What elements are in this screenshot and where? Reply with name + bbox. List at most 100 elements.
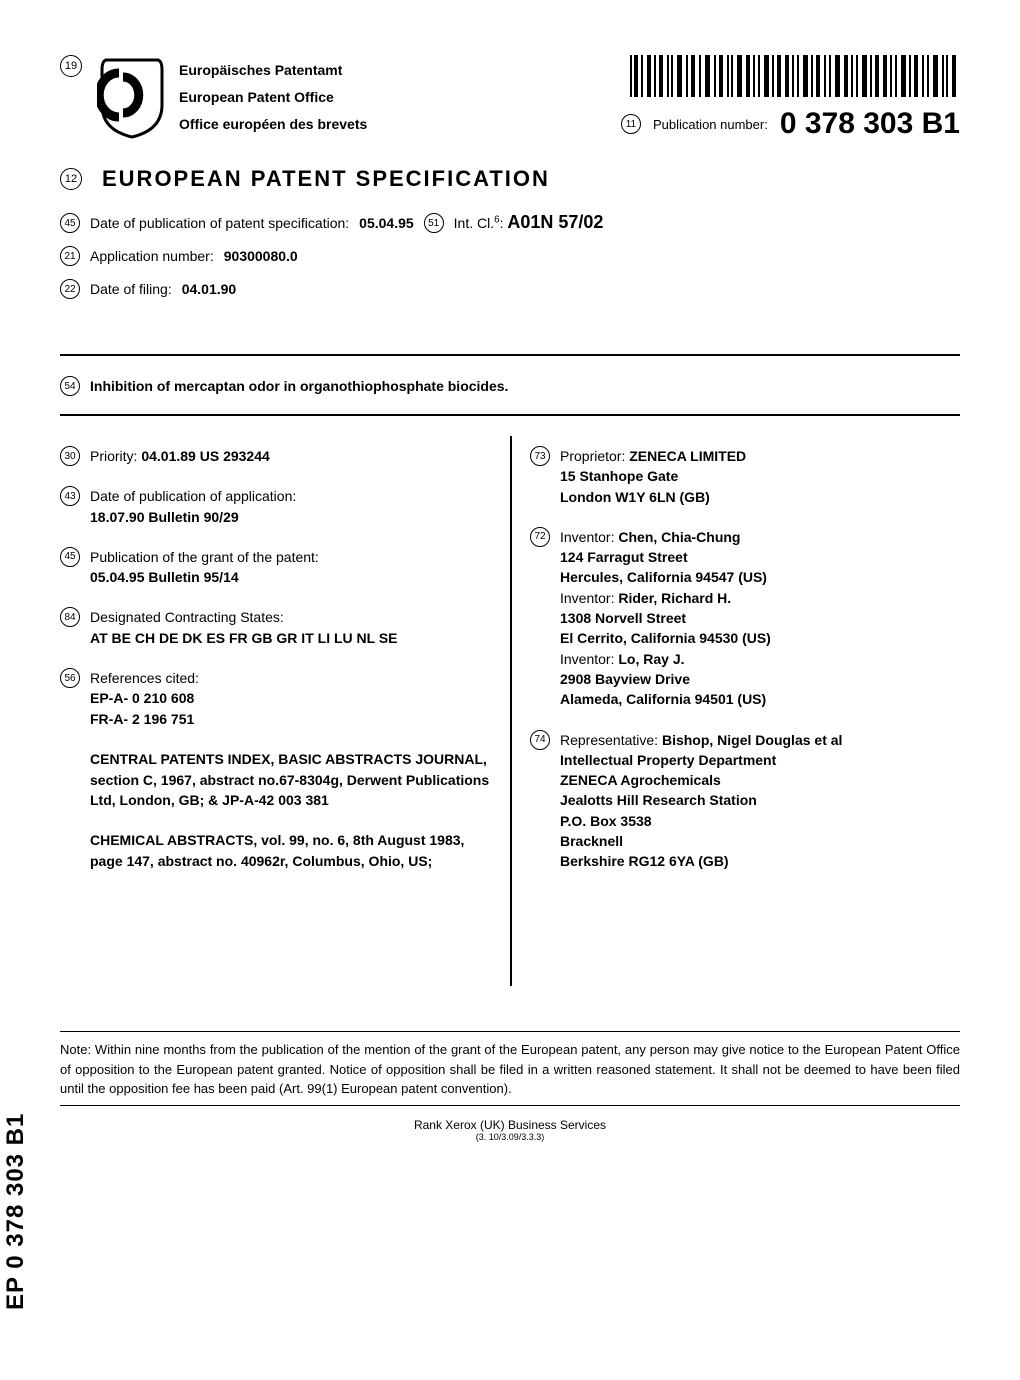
- representative-label: Representative:: [560, 732, 658, 748]
- grant-field: 45 Publication of the grant of the paten…: [60, 547, 490, 588]
- proprietor-line-1: London W1Y 6LN (GB): [560, 489, 710, 505]
- inventor-2-line-1: Alameda, California 94501 (US): [560, 691, 766, 707]
- office-name-de: Europäisches Patentamt: [179, 62, 367, 79]
- left-column: 30 Priority: 04.01.89 US 293244 43 Date …: [60, 436, 510, 1016]
- meta3-circle: 22: [60, 279, 80, 299]
- proprietor-name: ZENECA LIMITED: [629, 448, 746, 464]
- priority-field: 30 Priority: 04.01.89 US 293244: [60, 446, 490, 466]
- pubapp-label: Date of publication of application:: [90, 488, 296, 504]
- divider-3: [60, 1031, 960, 1032]
- meta3-label: Date of filing:: [90, 281, 172, 297]
- office-circle: 19: [60, 55, 82, 77]
- inventor-field: 72 Inventor: Chen, Chia-Chung 124 Farrag…: [530, 527, 960, 710]
- representative-line-2: Jealotts Hill Research Station: [560, 792, 757, 808]
- invention-title: Inhibition of mercaptan odor in organoth…: [90, 378, 508, 394]
- grant-value: 05.04.95 Bulletin 95/14: [90, 569, 239, 585]
- meta1-circle: 45: [60, 213, 80, 233]
- pubapp-circle: 43: [60, 486, 80, 506]
- epo-logo-icon: [97, 55, 167, 140]
- refs-line-1: FR-A- 2 196 751: [90, 711, 194, 727]
- right-column: 73 Proprietor: ZENECA LIMITED 15 Stanhop…: [510, 436, 960, 1016]
- inventor-2-name: Lo, Ray J.: [618, 651, 684, 667]
- pubapp-field: 43 Date of publication of application: 1…: [60, 486, 490, 527]
- inventor-label-2: Inventor:: [560, 651, 614, 667]
- title-circle: 12: [60, 168, 82, 190]
- logo-block: Europäisches Patentamt European Patent O…: [97, 55, 367, 140]
- meta-line-3: 22 Date of filing: 04.01.90: [60, 278, 960, 299]
- states-body: Designated Contracting States: AT BE CH …: [90, 607, 398, 648]
- refs-field: 56 References cited: EP-A- 0 210 608 FR-…: [60, 668, 490, 871]
- states-circle: 84: [60, 607, 80, 627]
- divider-2: [60, 414, 960, 416]
- meta1-label: Date of publication of patent specificat…: [90, 215, 349, 231]
- meta1-circle2: 51: [424, 213, 444, 233]
- header-right: 11 Publication number: 0 378 303 B1: [621, 55, 960, 141]
- meta-line-1: 45 Date of publication of patent specifi…: [60, 212, 960, 233]
- priority-body: Priority: 04.01.89 US 293244: [90, 446, 270, 466]
- inventor-0-line-0: 124 Farragut Street: [560, 549, 688, 565]
- priority-label: Priority:: [90, 448, 137, 464]
- intcl-label: Int. Cl.: [454, 215, 494, 231]
- meta2-circle: 21: [60, 246, 80, 266]
- representative-line-1: ZENECA Agrochemicals: [560, 772, 721, 788]
- pubapp-value: 18.07.90 Bulletin 90/29: [90, 509, 239, 525]
- two-column-body: 30 Priority: 04.01.89 US 293244 43 Date …: [60, 436, 960, 1016]
- inventor-1-line-1: El Cerrito, California 94530 (US): [560, 630, 771, 646]
- grant-label: Publication of the grant of the patent:: [90, 549, 319, 565]
- header: 19 Europäisches Patentamt European Paten…: [60, 55, 960, 141]
- refs-circle: 56: [60, 668, 80, 688]
- refs-label: References cited:: [90, 670, 199, 686]
- representative-circle: 74: [530, 730, 550, 750]
- opposition-note: Note: Within nine months from the public…: [60, 1040, 960, 1099]
- refs-line-0: EP-A- 0 210 608: [90, 690, 194, 706]
- divider-1: [60, 354, 960, 356]
- representative-line-4: Bracknell: [560, 833, 623, 849]
- inventor-label: Inventor:: [560, 529, 614, 545]
- proprietor-line-0: 15 Stanhope Gate: [560, 468, 678, 484]
- intcl-block: Int. Cl.6: A01N 57/02: [454, 212, 604, 233]
- representative-name: Bishop, Nigel Douglas et al: [662, 732, 842, 748]
- main-title: EUROPEAN PATENT SPECIFICATION: [102, 166, 550, 192]
- representative-field: 74 Representative: Bishop, Nigel Douglas…: [530, 730, 960, 872]
- inventor-0-name: Chen, Chia-Chung: [618, 529, 740, 545]
- title-row: 12 EUROPEAN PATENT SPECIFICATION: [60, 166, 960, 192]
- office-name-fr: Office européen des brevets: [179, 116, 367, 133]
- inventor-circle: 72: [530, 527, 550, 547]
- grant-circle: 45: [60, 547, 80, 567]
- intcl-value: A01N 57/02: [507, 212, 603, 232]
- spine-patent-number: EP 0 378 303 B1: [2, 1113, 30, 1310]
- inventor-body: Inventor: Chen, Chia-Chung 124 Farragut …: [560, 527, 771, 710]
- refs-body: References cited: EP-A- 0 210 608 FR-A- …: [90, 668, 490, 871]
- intcl-suffix: :: [500, 215, 504, 231]
- priority-circle: 30: [60, 446, 80, 466]
- meta-line-2: 21 Application number: 90300080.0: [60, 245, 960, 266]
- states-field: 84 Designated Contracting States: AT BE …: [60, 607, 490, 648]
- inventor-1-name: Rider, Richard H.: [618, 590, 731, 606]
- meta1-value: 05.04.95: [359, 215, 414, 231]
- proprietor-body: Proprietor: ZENECA LIMITED 15 Stanhope G…: [560, 446, 746, 507]
- proprietor-field: 73 Proprietor: ZENECA LIMITED 15 Stanhop…: [530, 446, 960, 507]
- proprietor-label: Proprietor:: [560, 448, 625, 464]
- representative-line-0: Intellectual Property Department: [560, 752, 776, 768]
- office-name-en: European Patent Office: [179, 89, 367, 106]
- pub-label: Publication number:: [653, 117, 768, 132]
- pub-number: 0 378 303 B1: [780, 107, 960, 141]
- divider-footer: [60, 1105, 960, 1106]
- footer-line-1: Rank Xerox (UK) Business Services: [60, 1118, 960, 1132]
- pubapp-body: Date of publication of application: 18.0…: [90, 486, 296, 527]
- representative-line-5: Berkshire RG12 6YA (GB): [560, 853, 729, 869]
- meta3-value: 04.01.90: [182, 281, 237, 297]
- representative-line-3: P.O. Box 3538: [560, 813, 652, 829]
- proprietor-circle: 73: [530, 446, 550, 466]
- header-left: 19 Europäisches Patentamt European Paten…: [60, 55, 367, 140]
- invention-circle: 54: [60, 376, 80, 396]
- barcode-icon: [630, 55, 960, 97]
- refs-para-2: CHEMICAL ABSTRACTS, vol. 99, no. 6, 8th …: [90, 832, 464, 868]
- meta2-value: 90300080.0: [224, 248, 298, 264]
- states-value: AT BE CH DE DK ES FR GB GR IT LI LU NL S…: [90, 630, 398, 646]
- vertical-divider: [510, 436, 512, 986]
- inventor-label-1: Inventor:: [560, 590, 614, 606]
- inventor-1-line-0: 1308 Norvell Street: [560, 610, 686, 626]
- invention-title-row: 54 Inhibition of mercaptan odor in organ…: [60, 376, 960, 396]
- inventor-0-line-1: Hercules, California 94547 (US): [560, 569, 767, 585]
